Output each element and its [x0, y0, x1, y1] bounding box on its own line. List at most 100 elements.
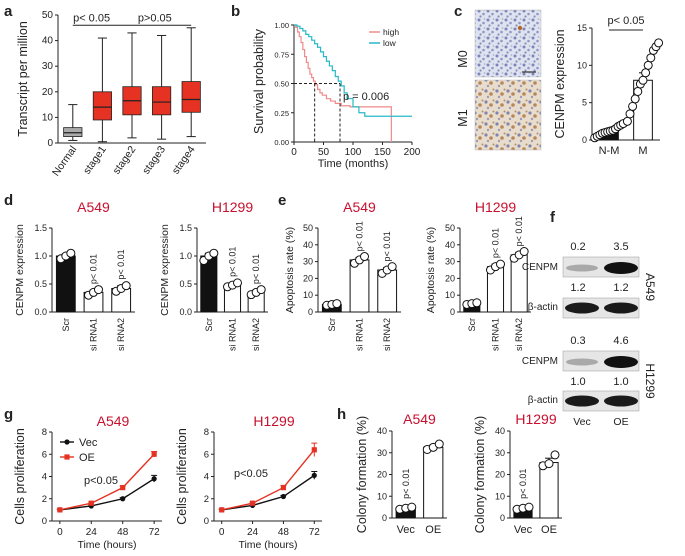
- y-tick-label: 0: [42, 516, 47, 527]
- band-h1299-actin-vec: [565, 395, 599, 407]
- bar: [55, 255, 76, 313]
- x-tick-label: Vec: [397, 524, 416, 536]
- y-tick-label: 2: [42, 494, 47, 505]
- band-a549-actin-vec: [565, 302, 599, 314]
- band-h1299-actin-oe: [604, 395, 638, 407]
- y-tick-label: 4: [204, 472, 209, 483]
- panel-label-c: c: [454, 3, 462, 20]
- p-value-annotation: p< 0.01: [518, 469, 528, 499]
- data-point: [638, 75, 648, 85]
- y-tick-label: 0: [47, 138, 53, 149]
- x-tick-label: 0: [219, 527, 225, 538]
- survival-curve-low: [294, 24, 412, 117]
- x-tick-label: Scr: [327, 318, 337, 332]
- ihc-label-m1: M1: [456, 109, 470, 126]
- y-tick-label: 0.75: [274, 50, 289, 59]
- data-point: [360, 252, 369, 262]
- y-tick-label: 0.00: [274, 138, 289, 147]
- blot-h1299-cenpm-label: CENPM: [522, 356, 558, 367]
- y-tick-label: 4: [42, 472, 47, 483]
- y-axis-label: CENPM expression: [553, 29, 567, 138]
- p-value-annotation: p< 0.01: [251, 254, 261, 284]
- x-tick-label: Scr: [61, 318, 71, 332]
- x-tick-label: 48: [117, 527, 129, 538]
- data-point: [654, 38, 664, 48]
- blot-a549-cenpm-value-vec: 0.2: [570, 241, 585, 253]
- x-tick-label: 0: [57, 527, 63, 538]
- data-point: [434, 439, 444, 449]
- y-axis-label: Cells proliferation: [175, 428, 189, 525]
- panel-label-g: g: [4, 406, 13, 423]
- x-tick-label: 24: [247, 527, 259, 538]
- x-tick-label: si RNA1: [355, 318, 365, 351]
- blot-h1299-title: H1299: [643, 363, 657, 399]
- x-tick-label: 24: [86, 527, 98, 538]
- y-tick-label: 10: [495, 491, 505, 501]
- panel-label-d: d: [4, 192, 13, 209]
- bar: [539, 462, 559, 519]
- series-line-Vec: [59, 478, 155, 511]
- y-tick-label: 10: [445, 290, 455, 300]
- y-axis-label: CENPM expression: [14, 224, 26, 316]
- data-point: [94, 285, 103, 295]
- x-tick-label: stage2: [111, 144, 139, 177]
- y-tick-label: 1.0: [34, 251, 47, 261]
- y-tick-label: 10: [377, 491, 387, 501]
- blot-a549-cenpm-label: CENPM: [522, 262, 558, 273]
- bar-chart-h-h1299: 0 10 20 30 40 Colony formation (%) H1299 Vec OE p…: [473, 411, 562, 536]
- y-tick-label: 30: [495, 448, 505, 458]
- bar-chart-e-a549: 0 10 20 30 40 50 Apoptosis rate (%) A549 Scr si R…: [284, 199, 401, 351]
- y-axis-label: Apoptosis rate (%): [425, 227, 437, 313]
- legend-label: low: [383, 38, 397, 48]
- y-axis-label: CENPM expression: [159, 224, 171, 316]
- y-tick-label: 8: [204, 427, 209, 438]
- y-tick-label: 0.5: [179, 279, 192, 289]
- ihc-stain-spot: [517, 25, 523, 31]
- data-point: [120, 485, 126, 491]
- y-axis-label: Colony formation (%): [355, 416, 369, 533]
- ihc-image-m1: [474, 79, 542, 151]
- p-value-annotation: p<0.05: [234, 468, 268, 480]
- blot-a549-actin-value-vec: 1.2: [570, 282, 585, 294]
- box: [152, 86, 172, 116]
- y-tick-label: 50: [445, 223, 455, 233]
- legend-marker: [64, 454, 70, 460]
- data-point: [66, 248, 76, 258]
- data-point: [633, 86, 643, 96]
- bar: [423, 446, 444, 519]
- x-axis-label: Time (hours): [77, 539, 136, 551]
- y-tick-label: 1.5: [179, 223, 192, 233]
- y-tick-label: 30: [42, 61, 54, 72]
- y-tick-label: 20: [303, 273, 313, 283]
- p-value-annotation: p>0.05: [138, 12, 172, 24]
- x-tick-label: Vec: [514, 524, 533, 536]
- data-point: [120, 496, 126, 502]
- chart-title: A549: [343, 199, 376, 215]
- data-point: [524, 502, 534, 512]
- data-point: [544, 459, 554, 469]
- data-point: [643, 60, 653, 70]
- y-tick-label: 0: [500, 513, 505, 523]
- blot-h1299-actin-label: β-actin: [528, 395, 558, 406]
- blot-a549-actin-label: β-actin: [528, 302, 558, 313]
- y-tick-label: 6: [42, 449, 47, 460]
- bar-chart-d-a549: 0.0 0.5 1.0 1.5 CENPM expression A549 Scr si RN…: [14, 199, 135, 351]
- x-axis-label: Time (hours): [238, 539, 297, 551]
- bar-chart-e-h1299: 0 10 20 30 40 50 Apoptosis rate (%) H1299 Scr si …: [425, 199, 531, 351]
- data-point: [646, 53, 656, 63]
- data-point: [151, 476, 157, 482]
- y-tick-label: 0.5: [34, 279, 47, 289]
- bar-chart-h-a549: 0 10 20 30 40 Colony formation (%) A549 Vec OE p<…: [355, 411, 447, 536]
- data-point: [280, 485, 287, 491]
- y-tick-label: 20: [445, 273, 455, 283]
- y-tick-label: 15: [577, 23, 587, 33]
- blot-a549-actin-value-oe: 1.2: [613, 282, 628, 294]
- blot-h1299-actin-value-oe: 1.0: [613, 376, 628, 388]
- y-tick-label: 40: [445, 240, 455, 250]
- x-tick-label: 200: [404, 147, 421, 158]
- y-tick-label: 10: [42, 112, 54, 123]
- x-tick-label: si RNA1: [228, 318, 238, 351]
- chart-title: H1299: [212, 199, 253, 215]
- p-value-annotation: p< 0.01: [401, 469, 411, 499]
- band-a549-cenpm-oe: [604, 262, 638, 274]
